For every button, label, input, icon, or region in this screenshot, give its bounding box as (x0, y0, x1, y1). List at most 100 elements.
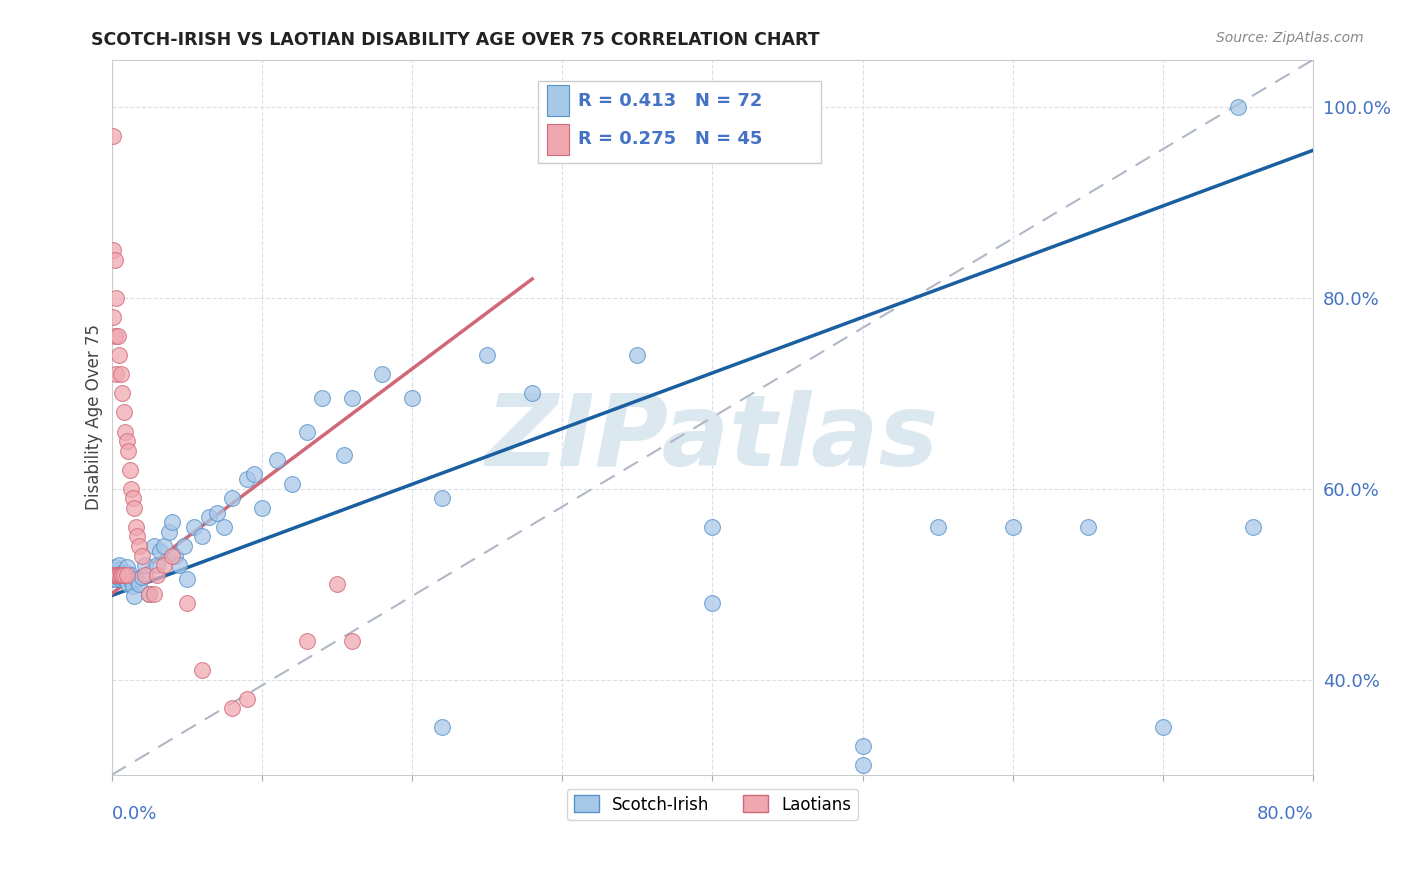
Point (110, 567, 132, 582)
Point (111, 386, 134, 401)
Point (122, 589, 145, 603)
Point (101, 566, 124, 580)
Point (149, 543, 172, 558)
Point (107, 329, 129, 343)
Point (111, 567, 134, 582)
Point (105, 368, 128, 382)
Point (107, 567, 129, 582)
Point (198, 510, 221, 524)
Point (127, 529, 149, 543)
Point (117, 577, 139, 591)
Point (104, 563, 127, 577)
Point (107, 569, 129, 583)
Point (105, 567, 128, 582)
Point (101, 244, 124, 258)
Point (101, 573, 124, 587)
Point (852, 758, 875, 772)
Point (115, 434, 138, 449)
Point (134, 558, 156, 573)
Point (134, 567, 156, 582)
Point (111, 566, 134, 580)
Point (128, 539, 150, 553)
Point (101, 128, 124, 143)
Point (221, 701, 243, 715)
Point (167, 558, 190, 573)
Point (111, 569, 134, 583)
Point (311, 391, 333, 405)
Legend: Scotch-Irish, Laotians: Scotch-Irish, Laotians (567, 789, 858, 821)
Point (121, 491, 143, 506)
Point (340, 634, 363, 648)
Point (110, 368, 132, 382)
Point (138, 587, 160, 601)
Point (243, 467, 266, 482)
Point (115, 566, 138, 580)
Point (1227, 100, 1250, 114)
Point (1152, 720, 1174, 734)
Point (340, 391, 363, 405)
Point (114, 425, 136, 439)
Point (101, 567, 124, 582)
Point (295, 425, 318, 439)
Point (118, 573, 141, 587)
Point (142, 587, 165, 601)
Point (160, 515, 183, 529)
Text: 80.0%: 80.0% (1257, 805, 1313, 823)
Point (104, 560, 127, 574)
Point (371, 368, 394, 382)
Point (118, 463, 141, 477)
Point (176, 573, 198, 587)
Text: 0.0%: 0.0% (111, 805, 157, 823)
Y-axis label: Disability Age Over 75: Disability Age Over 75 (86, 325, 103, 510)
Point (430, 720, 453, 734)
Point (101, 310, 124, 325)
Point (108, 348, 131, 362)
Point (115, 567, 138, 582)
Point (110, 573, 132, 587)
Point (221, 491, 243, 506)
Point (131, 570, 153, 584)
Point (163, 549, 186, 563)
Point (205, 506, 228, 520)
Point (1001, 520, 1024, 534)
Point (108, 563, 131, 577)
Point (104, 329, 127, 343)
Point (105, 573, 128, 587)
Text: SCOTCH-IRISH VS LAOTIAN DISABILITY AGE OVER 75 CORRELATION CHART: SCOTCH-IRISH VS LAOTIAN DISABILITY AGE O… (91, 31, 820, 49)
Point (112, 567, 135, 582)
Point (110, 567, 132, 582)
Point (333, 449, 356, 463)
Point (108, 558, 131, 573)
Point (120, 567, 142, 582)
Point (157, 524, 180, 539)
Point (236, 691, 259, 706)
Point (112, 567, 135, 582)
Point (1241, 520, 1264, 534)
Point (142, 539, 165, 553)
Point (190, 529, 212, 543)
Text: ZIPatlas: ZIPatlas (486, 390, 939, 487)
Point (117, 443, 139, 458)
Point (190, 663, 212, 677)
Point (104, 252, 127, 267)
Point (160, 549, 183, 563)
Point (430, 491, 453, 506)
Point (281, 477, 304, 491)
Point (927, 520, 949, 534)
Point (120, 482, 142, 496)
Point (295, 634, 318, 648)
Point (236, 472, 259, 486)
Point (852, 739, 875, 754)
Point (108, 567, 131, 582)
Point (702, 596, 724, 610)
Point (475, 348, 498, 362)
Point (153, 539, 176, 553)
Point (121, 579, 143, 593)
Point (124, 520, 146, 534)
Point (183, 520, 205, 534)
Point (173, 539, 195, 553)
Point (105, 567, 128, 582)
Point (326, 577, 349, 591)
Point (104, 567, 127, 582)
Point (145, 567, 167, 582)
